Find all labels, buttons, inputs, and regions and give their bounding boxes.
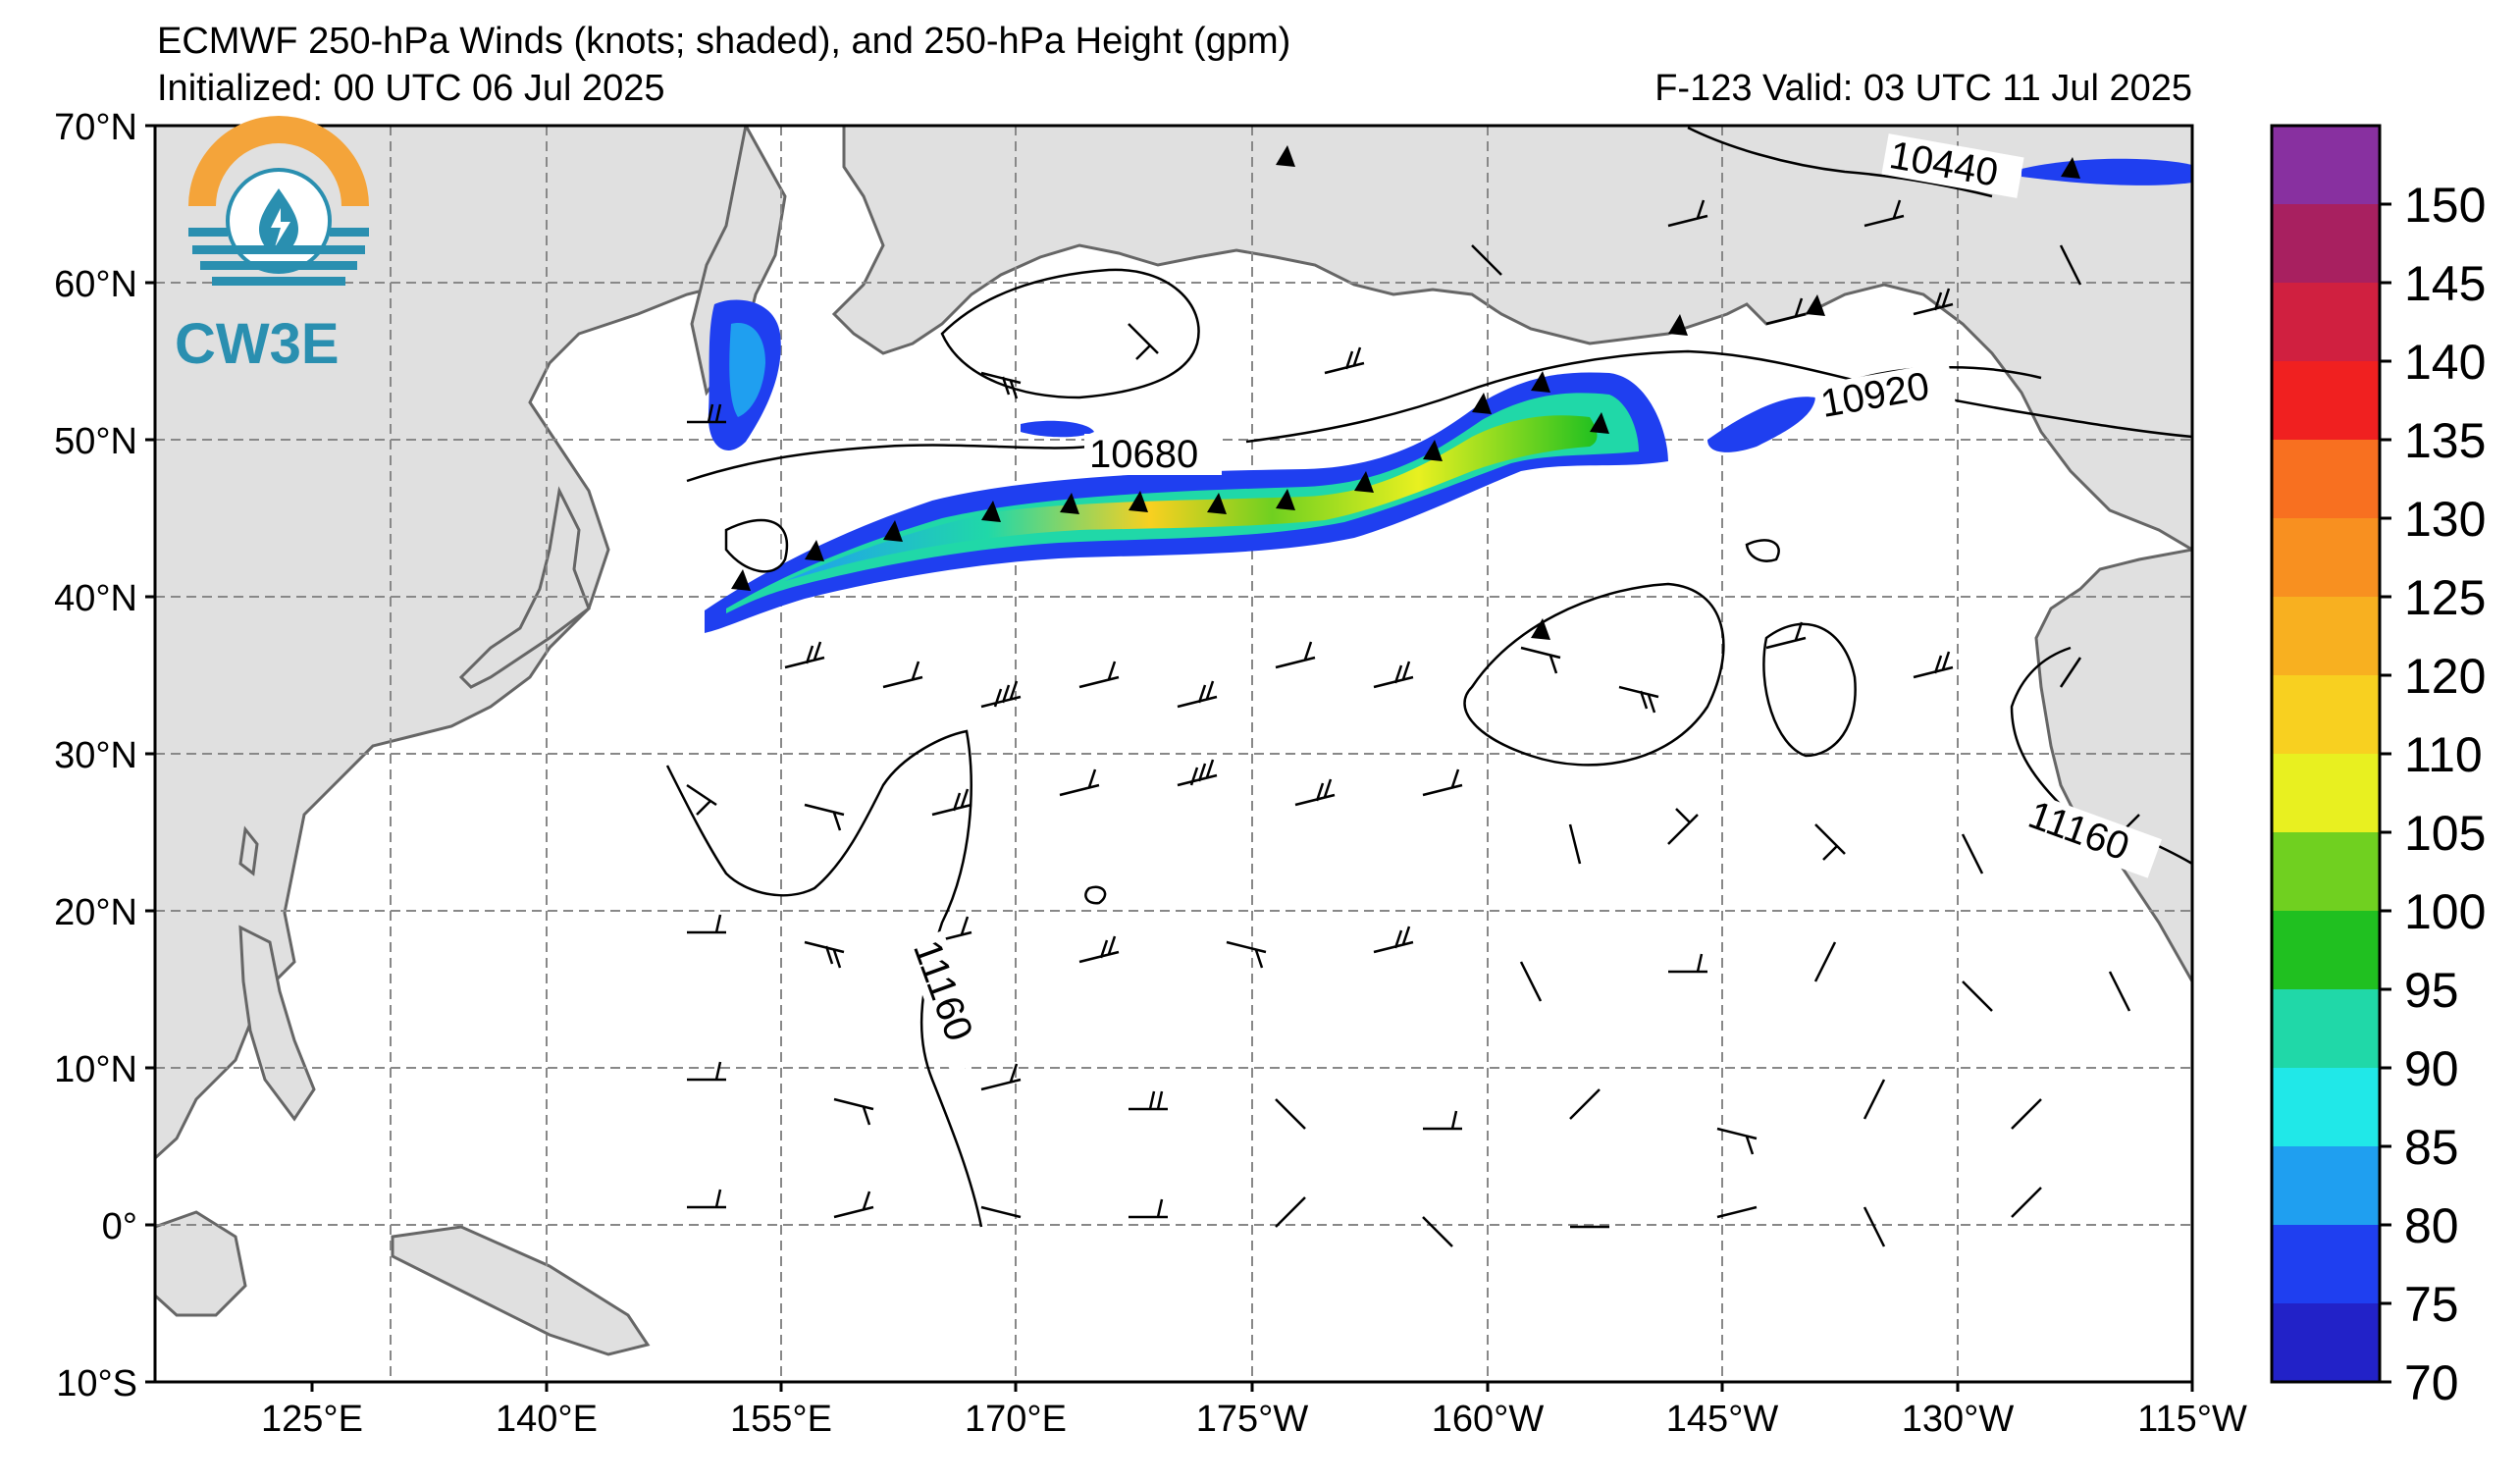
lon-label-145w: 145°W xyxy=(1666,1399,1779,1440)
logo-text: CW3E xyxy=(175,312,340,376)
lon-label-130w: 130°W xyxy=(1902,1399,2015,1440)
colorbar-label-90: 90 xyxy=(2404,1041,2459,1096)
initialized-time: Initialized: 00 UTC 06 Jul 2025 xyxy=(157,68,665,109)
contour-label-10680: 10680 xyxy=(1089,433,1198,476)
colorbar-swatch-125 xyxy=(2272,518,2380,597)
map-title: ECMWF 250-hPa Winds (knots; shaded), and… xyxy=(157,21,1291,62)
wind-barbs xyxy=(686,199,2140,1247)
asia-land xyxy=(155,126,767,1161)
land-masses xyxy=(155,126,2192,1356)
northeast-jet-patch xyxy=(2021,158,2192,185)
colorbar-label-85: 85 xyxy=(2404,1120,2459,1175)
colorbar-label-70: 70 xyxy=(2404,1355,2459,1410)
lon-label-170e: 170°E xyxy=(965,1399,1067,1440)
borneo-land xyxy=(155,1210,247,1317)
contour-10440 xyxy=(1687,126,1993,198)
lon-label-160w: 160°W xyxy=(1432,1399,1545,1440)
colorbar-swatch-70 xyxy=(2272,1303,2380,1382)
jet-max-band xyxy=(785,415,1598,581)
logo-wave-2 xyxy=(330,228,369,237)
lat-label-40n: 40°N xyxy=(54,578,137,619)
colorbar-label-100: 100 xyxy=(2404,884,2486,939)
lon-label-155e: 155°E xyxy=(730,1399,832,1440)
logo-sun-arc xyxy=(188,116,369,206)
lat-label-60n: 60°N xyxy=(54,264,137,305)
colorbar-swatch-105 xyxy=(2272,754,2380,832)
colorbar-label-105: 105 xyxy=(2404,806,2486,861)
contour-11160-a xyxy=(724,518,1857,767)
cw3e-logo: CW3E xyxy=(175,116,369,376)
colorbar-swatch-140 xyxy=(2272,283,2380,361)
japan-land xyxy=(458,486,591,689)
lat-label-30n: 30°N xyxy=(54,735,137,776)
small-jet-patch xyxy=(1021,420,1094,438)
colorbar-label-75: 75 xyxy=(2404,1277,2459,1332)
colorbar-label-125: 125 xyxy=(2404,570,2486,625)
colorbar-swatch-120 xyxy=(2272,597,2380,675)
lat-label-10n: 10°N xyxy=(54,1049,137,1090)
lat-label-20n: 20°N xyxy=(54,892,137,933)
colorbar-swatch-110 xyxy=(2272,675,2380,754)
colorbar-swatch-85 xyxy=(2272,1068,2380,1146)
colorbar-label-95: 95 xyxy=(2404,963,2459,1018)
jet-barb-pennants xyxy=(731,145,2080,640)
lat-label-0: 0° xyxy=(102,1206,137,1247)
kamchatka-jet-inner xyxy=(729,323,765,417)
longitude-labels: 125°E 140°E 155°E 170°E 175°W 160°W 145°… xyxy=(261,1399,2247,1440)
contour-11160-c xyxy=(1084,885,1107,905)
colorbar-label-120: 120 xyxy=(2404,649,2486,704)
lat-label-10s: 10°S xyxy=(56,1363,137,1404)
north-america-coast xyxy=(2034,548,2192,985)
contour-10680 xyxy=(686,349,2192,483)
lat-label-50n: 50°N xyxy=(54,421,137,462)
philippines-land xyxy=(238,925,316,1122)
logo-wave-3 xyxy=(192,245,365,254)
lightning-icon xyxy=(271,208,290,247)
lon-label-125e: 125°E xyxy=(261,1399,363,1440)
lat-label-70n: 70°N xyxy=(54,107,137,148)
gulf-alaska-jet-patch xyxy=(1707,397,1815,452)
colorbar-swatch-75 xyxy=(2272,1225,2380,1303)
colorbar-label-130: 130 xyxy=(2404,492,2486,547)
colorbar-swatch-135 xyxy=(2272,361,2380,440)
colorbar-label-80: 80 xyxy=(2404,1198,2459,1253)
taiwan-land xyxy=(238,825,259,876)
valid-time: F-123 Valid: 03 UTC 11 Jul 2025 xyxy=(1654,68,2192,109)
colorbar-swatch-80 xyxy=(2272,1146,2380,1225)
logo-wave-1 xyxy=(188,228,228,237)
new-guinea-land xyxy=(391,1225,651,1356)
lon-label-140e: 140°E xyxy=(496,1399,598,1440)
colorbar-swatch-95 xyxy=(2272,911,2380,989)
contour-label-10680-group: 10680 xyxy=(1084,433,1222,476)
colorbar-swatch-130 xyxy=(2272,440,2380,518)
colorbar-label-140: 140 xyxy=(2404,335,2486,390)
latitude-labels: 70°N 60°N 50°N 40°N 30°N 20°N 10°N 0° 10… xyxy=(54,107,137,1404)
colorbar-label-145: 145 xyxy=(2404,256,2486,311)
colorbar-label-110: 110 xyxy=(2404,727,2483,782)
colorbar: 70 75 80 85 90 95 100 105 110 120 125 13… xyxy=(2270,124,2486,1410)
jet-stream-shading xyxy=(705,158,2192,633)
logo-wave-4 xyxy=(200,261,357,270)
colorbar-swatch-90 xyxy=(2272,989,2380,1068)
colorbar-swatch-150 xyxy=(2272,126,2380,204)
alaska-land xyxy=(831,126,2192,552)
lon-label-115w: 115°W xyxy=(2137,1399,2247,1440)
colorbar-swatch-100 xyxy=(2272,832,2380,911)
colorbar-label-135: 135 xyxy=(2404,413,2486,468)
colorbar-swatch-145 xyxy=(2272,204,2380,283)
lon-label-175w: 175°W xyxy=(1196,1399,1309,1440)
colorbar-label-150: 150 xyxy=(2404,178,2486,233)
logo-wave-5 xyxy=(212,277,345,286)
axis-ticks xyxy=(145,124,2194,1392)
graticule xyxy=(155,126,2192,1382)
